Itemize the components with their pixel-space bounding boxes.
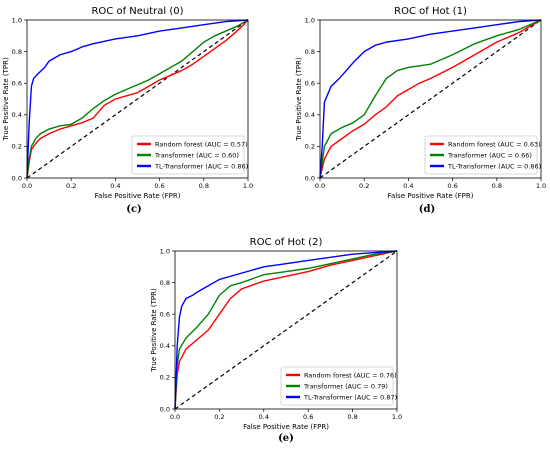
roc-series-line-1 bbox=[26, 19, 249, 179]
x-tick-label: 0.8 bbox=[347, 413, 357, 421]
plot-area-frame bbox=[319, 19, 542, 179]
y-axis-label: True Positive Rate (TPR) bbox=[295, 57, 303, 142]
x-tick-label: 0.0 bbox=[22, 182, 32, 190]
y-tick-label: 0.8 bbox=[160, 279, 170, 287]
legend-box bbox=[131, 135, 245, 175]
y-tick-label: 0.6 bbox=[160, 311, 170, 319]
y-tick-label: 0.0 bbox=[305, 174, 315, 182]
y-axis-label: True Positive Rate (TPR) bbox=[2, 57, 10, 142]
legend-entry-label: Random forest (AUC = 0.57) bbox=[155, 140, 248, 148]
roc-series-line-3 bbox=[319, 19, 542, 179]
legend-entry-label: TL-Transformer (AUC = 0.87) bbox=[303, 393, 397, 401]
x-tick-label: 0.8 bbox=[492, 182, 502, 190]
x-tick-label: 0.6 bbox=[154, 182, 164, 190]
legend-box bbox=[280, 366, 394, 406]
legend: Random forest (AUC = 0.63) Transformer (A… bbox=[424, 135, 541, 175]
y-tick-label: 0.4 bbox=[305, 111, 315, 119]
legend-entry-label: Transformer (AUC = 0.66) bbox=[447, 151, 532, 159]
y-tick-label: 0.8 bbox=[305, 48, 315, 56]
y-tick-label: 0.6 bbox=[305, 80, 315, 88]
roc-panel-2: ROC of Hot (1) 0.0 0.2 0.4 0.6 0.8 1.0 0.0 0.2 0.… bbox=[295, 6, 546, 215]
x-axis-label: False Positive Rate (FPR) bbox=[243, 423, 329, 431]
chart-title: ROC of Hot (1) bbox=[394, 6, 467, 17]
x-axis-label: False Positive Rate (FPR) bbox=[95, 192, 181, 200]
roc-series-line-1 bbox=[319, 19, 542, 179]
x-tick-label: 0.6 bbox=[303, 413, 313, 421]
roc-series-line-2 bbox=[26, 19, 249, 179]
y-tick-label: 0.2 bbox=[305, 143, 315, 151]
x-tick-label: 1.0 bbox=[536, 182, 546, 190]
y-tick-label: 0.8 bbox=[12, 48, 22, 56]
panel-caption: (c) bbox=[126, 204, 142, 215]
x-tick-label: 0.2 bbox=[214, 413, 224, 421]
legend-entry-label: Random forest (AUC = 0.63) bbox=[448, 140, 541, 148]
y-tick-label: 1.0 bbox=[305, 16, 315, 24]
panel-caption: (d) bbox=[419, 204, 435, 215]
x-tick-label: 1.0 bbox=[392, 413, 402, 421]
legend-entry-label: Transformer (AUC = 0.79) bbox=[303, 382, 388, 390]
x-tick-label: 0.8 bbox=[199, 182, 209, 190]
roc-series-line-3 bbox=[174, 250, 398, 410]
y-tick-label: 0.2 bbox=[12, 143, 22, 151]
y-tick-label: 0.0 bbox=[12, 174, 22, 182]
panel-caption: (e) bbox=[278, 433, 294, 444]
x-tick-label: 0.4 bbox=[259, 413, 269, 421]
x-tick-label: 1.0 bbox=[243, 182, 253, 190]
y-tick-label: 0.4 bbox=[160, 342, 170, 350]
y-tick-label: 0.6 bbox=[12, 80, 22, 88]
x-tick-label: 0.0 bbox=[315, 182, 325, 190]
x-tick-label: 0.4 bbox=[110, 182, 120, 190]
y-tick-label: 1.0 bbox=[160, 247, 170, 255]
roc-series-line-3 bbox=[26, 19, 249, 179]
legend-entry-label: Random forest (AUC = 0.76) bbox=[304, 371, 397, 379]
y-tick-label: 0.0 bbox=[160, 405, 170, 413]
chart-title: ROC of Neutral (0) bbox=[91, 6, 183, 17]
x-axis-label: False Positive Rate (FPR) bbox=[388, 192, 474, 200]
roc-series-line-1 bbox=[174, 250, 398, 410]
x-tick-label: 0.6 bbox=[447, 182, 457, 190]
y-tick-label: 0.2 bbox=[160, 374, 170, 382]
x-tick-label: 0.0 bbox=[170, 413, 180, 421]
y-tick-label: 0.4 bbox=[12, 111, 22, 119]
chance-diagonal-line bbox=[26, 19, 249, 179]
plot-area-frame bbox=[26, 19, 249, 179]
legend-entry-label: TL-Transformer (AUC = 0.86) bbox=[154, 162, 248, 170]
x-tick-label: 0.4 bbox=[403, 182, 413, 190]
x-tick-label: 0.2 bbox=[359, 182, 369, 190]
y-axis-label: True Positive Rate (TPR) bbox=[150, 288, 158, 373]
chance-diagonal-line bbox=[174, 250, 398, 410]
legend: Random forest (AUC = 0.76) Transformer (A… bbox=[280, 366, 397, 406]
chart-title: ROC of Hot (2) bbox=[250, 237, 323, 248]
legend-entry-label: TL-Transformer (AUC = 0.86) bbox=[447, 162, 541, 170]
roc-panel-3: ROC of Hot (2) 0.0 0.2 0.4 0.6 0.8 1.0 0.0 0.2 0.… bbox=[150, 237, 402, 444]
x-tick-label: 0.2 bbox=[66, 182, 76, 190]
legend-box bbox=[424, 135, 538, 175]
roc-series-line-2 bbox=[174, 250, 398, 410]
roc-panel-1: ROC of Neutral (0) 0.0 0.2 0.4 0.6 0.8 1.0 0.0 0… bbox=[2, 6, 253, 215]
y-tick-label: 1.0 bbox=[12, 16, 22, 24]
legend: Random forest (AUC = 0.57) Transformer (A… bbox=[131, 135, 248, 175]
plot-area-frame bbox=[174, 250, 398, 410]
legend-entry-label: Transformer (AUC = 0.60) bbox=[154, 151, 239, 159]
roc-series-line-2 bbox=[319, 19, 542, 179]
chance-diagonal-line bbox=[319, 19, 542, 179]
